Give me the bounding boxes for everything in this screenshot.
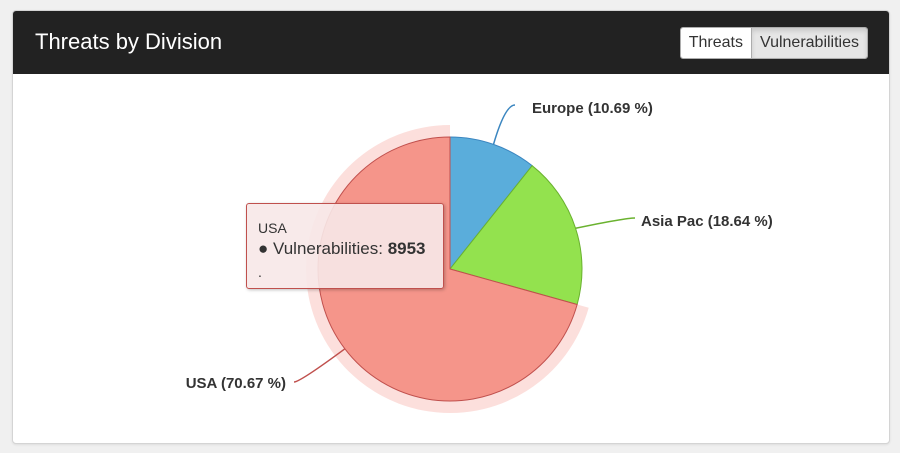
panel-header: Threats by Division Threats Vulnerabilit…	[13, 11, 889, 74]
panel-title: Threats by Division	[35, 29, 223, 54]
view-toggle: Threats Vulnerabilities	[679, 27, 868, 59]
label-connector-usa	[293, 348, 346, 383]
pie-slice-asia-pac[interactable]	[449, 164, 583, 306]
tooltip-bullet: ●	[258, 239, 269, 258]
tooltip-series-label: Vulnerabilities:	[273, 239, 383, 258]
tooltip-value: 8953	[387, 239, 426, 258]
label-connector-europe	[492, 104, 516, 145]
tooltip-title: USA	[258, 220, 287, 236]
pie-slice-usa[interactable]	[317, 136, 578, 402]
label-connector-asia-pac	[575, 217, 636, 230]
slice-label-usa: USA (70.67 %)	[186, 375, 286, 392]
slice-label-europe: Europe (10.69 %)	[532, 100, 653, 117]
tooltip-footer: .	[258, 264, 262, 280]
threats-button[interactable]: Threats	[680, 28, 751, 58]
vulnerabilities-button[interactable]: Vulnerabilities	[750, 28, 867, 58]
pie-slice-europe[interactable]	[449, 136, 533, 271]
tooltip-value-row: ● Vulnerabilities: 8953	[258, 239, 426, 259]
chart-tooltip: USA ● Vulnerabilities: 8953 .	[246, 203, 444, 289]
slice-label-asia-pac: Asia Pac (18.64 %)	[641, 213, 773, 230]
